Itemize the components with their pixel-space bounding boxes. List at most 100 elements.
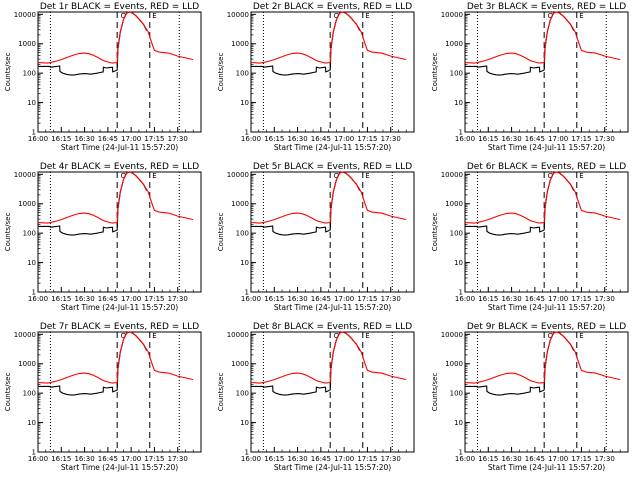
y-tick-label: 10000 — [441, 331, 463, 339]
orbit-marker-label: E — [152, 172, 156, 180]
y-tick-label: 1 — [459, 449, 463, 457]
plot-frame — [250, 331, 415, 453]
y-tick-label: 1 — [459, 289, 463, 297]
y-tick-label: 10000 — [14, 11, 36, 19]
events-series-line — [251, 11, 361, 76]
orbit-marker-label: O — [121, 332, 127, 340]
orbit-marker-label: O — [121, 172, 127, 180]
orbit-marker-label: O — [121, 12, 127, 20]
x-tick-label: 16:45 — [311, 295, 331, 303]
orbit-marker-label: E — [152, 332, 156, 340]
chart-title: Det 6r BLACK = Events, RED = LLD — [467, 162, 626, 172]
x-tick-label: 16:00 — [28, 295, 48, 303]
orbit-marker-label: O — [548, 12, 554, 20]
x-tick-label: 17:00 — [548, 295, 568, 303]
y-axis-label: Counts/sec — [4, 373, 12, 412]
x-tick-label: 17:15 — [357, 135, 377, 143]
x-tick-label: 16:30 — [501, 455, 521, 463]
x-tick-label: 16:15 — [51, 135, 71, 143]
y-axis-label: Counts/sec — [217, 53, 225, 92]
x-tick-label: 16:15 — [264, 295, 284, 303]
y-tick-label: 1 — [32, 129, 36, 137]
y-tick-label: 1000 — [445, 360, 463, 368]
x-tick-label: 16:00 — [28, 455, 48, 463]
y-tick-label: 100 — [23, 70, 36, 78]
chart-panel-9: Det 9r BLACK = Events, RED = LLD 1 10 100 10… — [431, 322, 629, 472]
x-axis-label: Start Time (24-Jul-11 15:57:20) — [61, 303, 178, 312]
y-tick-label: 1000 — [445, 40, 463, 48]
x-tick-label: 17:30 — [595, 455, 615, 463]
x-tick-label: 16:15 — [51, 295, 71, 303]
lld-series-line — [37, 331, 194, 384]
x-tick-label: 17:30 — [595, 135, 615, 143]
orbit-marker-label: O — [334, 12, 340, 20]
y-tick-label: 1000 — [231, 200, 249, 208]
chart-title: Det 9r BLACK = Events, RED = LLD — [467, 322, 626, 332]
events-series-line — [465, 331, 575, 396]
x-tick-label: 16:30 — [287, 295, 307, 303]
x-tick-label: 16:00 — [455, 135, 475, 143]
orbit-marker-label: E — [365, 332, 369, 340]
orbit-marker-label: E — [365, 12, 369, 20]
orbit-marker-label: E — [579, 172, 583, 180]
x-tick-label: 16:30 — [74, 295, 94, 303]
y-axis-label: Counts/sec — [431, 53, 439, 92]
lld-series-line — [250, 331, 407, 384]
x-tick-label: 17:30 — [168, 295, 188, 303]
orbit-marker-label: O — [548, 172, 554, 180]
x-axis-label: Start Time (24-Jul-11 15:57:20) — [488, 143, 605, 152]
x-tick-label: 17:15 — [357, 455, 377, 463]
y-tick-label: 1 — [32, 289, 36, 297]
x-tick-label: 17:00 — [548, 455, 568, 463]
chart-title: Det 3r BLACK = Events, RED = LLD — [467, 2, 626, 12]
x-tick-label: 17:15 — [144, 135, 164, 143]
orbit-marker-label: O — [334, 332, 340, 340]
y-tick-label: 1 — [245, 129, 249, 137]
x-tick-label: 17:15 — [144, 295, 164, 303]
y-tick-label: 10 — [27, 259, 36, 267]
x-axis-label: Start Time (24-Jul-11 15:57:20) — [274, 143, 391, 152]
y-tick-label: 10000 — [227, 11, 249, 19]
y-tick-label: 100 — [450, 230, 463, 238]
x-axis-label: Start Time (24-Jul-11 15:57:20) — [61, 463, 178, 472]
x-tick-label: 16:30 — [74, 455, 94, 463]
y-tick-label: 1 — [32, 449, 36, 457]
lld-series-line — [250, 171, 407, 224]
y-tick-label: 1000 — [18, 40, 36, 48]
x-tick-label: 17:15 — [144, 455, 164, 463]
lld-series-line — [250, 11, 407, 64]
y-tick-label: 1 — [245, 289, 249, 297]
events-series-line — [38, 331, 148, 396]
x-axis-label: Start Time (24-Jul-11 15:57:20) — [274, 303, 391, 312]
x-tick-label: 16:30 — [501, 295, 521, 303]
chart-title: Det 2r BLACK = Events, RED = LLD — [253, 2, 412, 12]
x-tick-label: 16:30 — [287, 135, 307, 143]
x-axis-label: Start Time (24-Jul-11 15:57:20) — [488, 303, 605, 312]
y-tick-label: 10 — [27, 419, 36, 427]
x-tick-label: 16:45 — [311, 455, 331, 463]
x-axis-label: Start Time (24-Jul-11 15:57:20) — [61, 143, 178, 152]
x-tick-label: 17:00 — [121, 455, 141, 463]
y-axis-label: Counts/sec — [4, 213, 12, 252]
x-tick-label: 17:00 — [334, 455, 354, 463]
plot-frame — [464, 331, 629, 453]
x-tick-label: 17:30 — [168, 135, 188, 143]
chart-title: Det 1r BLACK = Events, RED = LLD — [40, 2, 199, 12]
x-tick-label: 16:45 — [525, 455, 545, 463]
events-series-line — [38, 11, 148, 76]
orbit-marker-label: E — [579, 332, 583, 340]
orbit-marker-label: E — [152, 12, 156, 20]
x-tick-label: 16:30 — [501, 135, 521, 143]
y-tick-label: 10 — [27, 99, 36, 107]
events-series-line — [251, 171, 361, 236]
x-tick-label: 17:00 — [121, 295, 141, 303]
x-axis-label: Start Time (24-Jul-11 15:57:20) — [488, 463, 605, 472]
chart-panel-8: Det 8r BLACK = Events, RED = LLD 1 10 100 10… — [217, 322, 415, 472]
events-series-line — [465, 171, 575, 236]
x-tick-label: 16:30 — [287, 455, 307, 463]
y-tick-label: 1000 — [18, 200, 36, 208]
x-tick-label: 17:00 — [121, 135, 141, 143]
orbit-marker-label: E — [365, 172, 369, 180]
y-tick-label: 10 — [454, 99, 463, 107]
y-tick-label: 1 — [459, 129, 463, 137]
